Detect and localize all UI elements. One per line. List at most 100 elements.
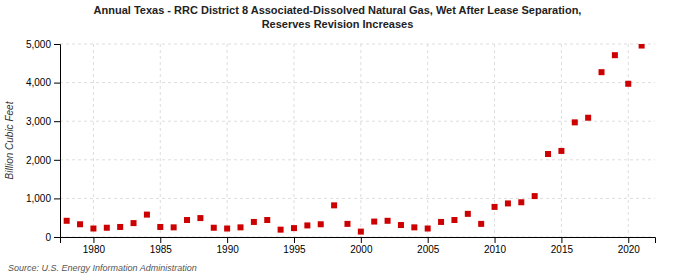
point <box>451 217 457 223</box>
grid-line-y <box>60 82 655 83</box>
x-tick: 2000 <box>350 237 373 255</box>
point <box>411 224 417 230</box>
grid-line-y <box>60 159 655 160</box>
subtitle: Reserves Revision Increases <box>262 18 414 30</box>
x-tick-mark <box>495 237 496 243</box>
x-tick-mark <box>294 237 295 243</box>
y-tick-label: 1,000 <box>26 193 51 204</box>
y-tick: 2,000 <box>26 155 60 166</box>
y-tick-mark <box>54 44 60 45</box>
point <box>304 222 310 228</box>
point <box>585 115 591 121</box>
x-tick-label: 2005 <box>417 244 440 255</box>
x-tick-mark <box>628 237 629 243</box>
y-tick: 3,000 <box>26 116 60 127</box>
x-tick-label: 1980 <box>83 244 106 255</box>
x-tick-mark <box>561 237 562 243</box>
point <box>371 219 377 225</box>
grid-line-x <box>628 44 629 237</box>
y-tick-label: 4,000 <box>26 77 51 88</box>
y-tick: 1,000 <box>26 193 60 204</box>
x-tick-label: 2015 <box>551 244 574 255</box>
point <box>144 212 150 218</box>
point <box>425 226 431 232</box>
point <box>625 81 631 87</box>
title: Annual Texas - RRC District 8 Associated… <box>94 4 582 16</box>
point <box>385 218 391 224</box>
y-tick: 4,000 <box>26 77 60 88</box>
x-tick-label: 1990 <box>217 244 240 255</box>
x-tick: 2015 <box>551 237 574 255</box>
point <box>612 52 618 58</box>
y-tick-mark <box>54 121 60 122</box>
grid-line-x <box>93 44 94 237</box>
grid-line-x <box>427 44 428 237</box>
point <box>558 148 564 154</box>
point <box>238 224 244 230</box>
x-tick-mark <box>93 237 94 243</box>
point <box>211 225 217 231</box>
chart: Annual Texas - RRC District 8 Associated… <box>0 0 675 275</box>
grid-line-x <box>160 44 161 237</box>
x-tick-label: 1995 <box>283 244 306 255</box>
point <box>157 224 163 230</box>
point <box>264 217 270 223</box>
point <box>572 119 578 125</box>
x-tick: 2010 <box>484 237 507 255</box>
point <box>545 151 551 157</box>
point <box>131 220 137 226</box>
point <box>599 69 605 75</box>
source-note: Source: U.S. Energy Information Administ… <box>8 263 197 273</box>
y-axis: 0 1,000 2,000 3,000 4,000 5,000 <box>26 39 61 243</box>
point <box>291 225 297 231</box>
point <box>639 44 645 49</box>
grid-line-x <box>293 44 294 237</box>
point <box>104 225 110 231</box>
grid-line-x <box>561 44 562 237</box>
points <box>64 44 645 235</box>
x-axis-line <box>61 238 656 244</box>
x-tick-mark <box>361 237 362 243</box>
point <box>278 227 284 233</box>
y-tick: 0 <box>45 232 60 243</box>
point <box>438 219 444 225</box>
y-tick-mark <box>54 198 60 199</box>
y-tick-label: 3,000 <box>26 116 51 127</box>
y-axis-line <box>54 45 61 238</box>
x-tick-label: 2020 <box>618 244 641 255</box>
point <box>358 229 364 235</box>
grid-line-y <box>60 121 655 122</box>
point <box>318 221 324 227</box>
y-tick-mark <box>54 83 60 84</box>
point <box>465 211 471 217</box>
point <box>518 199 524 205</box>
x-axis: 1980 1985 1990 1995 2000 2005 2010 2015 2020 <box>61 237 656 255</box>
y-tick-label: 5,000 <box>26 39 51 50</box>
x-tick-mark <box>160 237 161 243</box>
x-tick: 1990 <box>217 237 240 255</box>
point <box>184 217 190 223</box>
grid <box>60 44 655 237</box>
y-axis-title: Billion Cubic Feet <box>4 100 15 179</box>
point <box>331 202 337 208</box>
x-tick-label: 2000 <box>350 244 373 255</box>
grid-line-y <box>60 44 655 45</box>
point <box>77 221 83 227</box>
x-tick-label: 1985 <box>150 244 173 255</box>
y-tick-mark <box>54 160 60 161</box>
x-tick: 2020 <box>618 237 641 255</box>
point <box>197 215 203 221</box>
point <box>64 218 70 224</box>
point <box>117 224 123 230</box>
point <box>224 226 230 232</box>
point <box>90 226 96 232</box>
x-tick: 1980 <box>83 237 106 255</box>
x-tick: 1995 <box>283 237 306 255</box>
point <box>398 222 404 228</box>
y-tick-label: 2,000 <box>26 155 51 166</box>
point <box>492 204 498 210</box>
point <box>171 224 177 230</box>
grid-line-x <box>360 44 361 237</box>
point <box>532 193 538 199</box>
y-tick-mark <box>54 237 60 238</box>
